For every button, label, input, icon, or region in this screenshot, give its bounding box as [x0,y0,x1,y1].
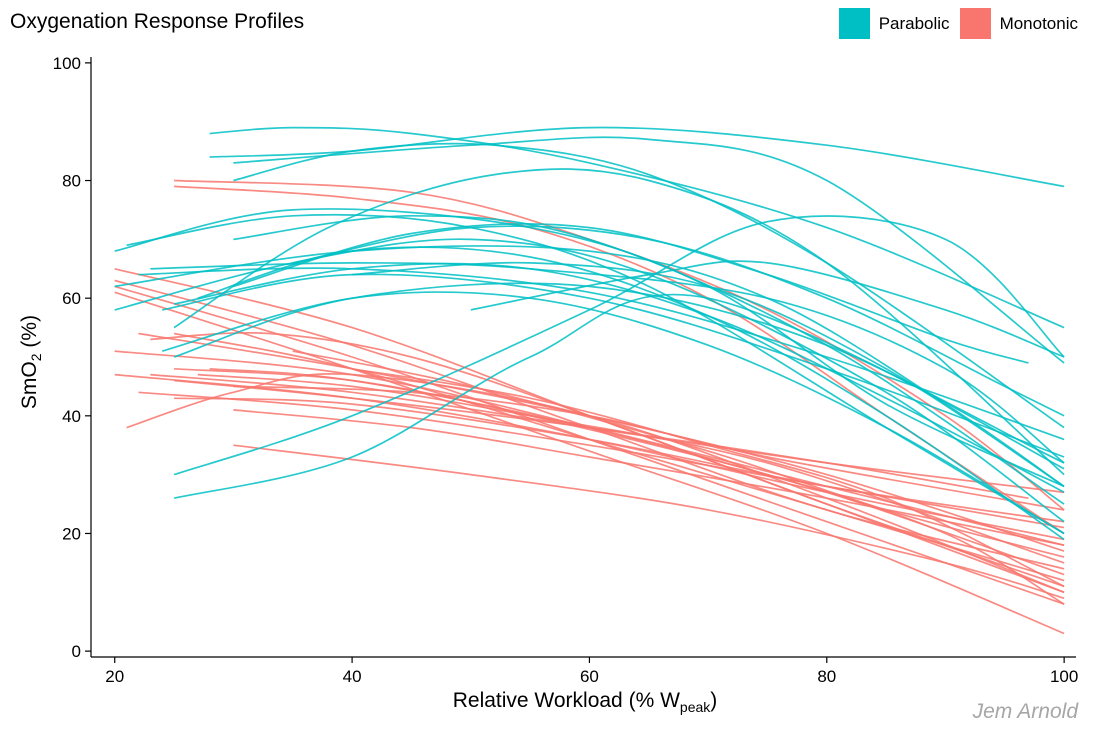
series-line-monotonic-47 [351,367,1065,588]
y-tick-label-20: 20 [62,524,81,543]
y-tick-label-80: 80 [62,172,81,191]
legend-swatch-monotonic [959,8,991,39]
legend-label-monotonic: Monotonic [999,13,1078,33]
series-line-parabolic-5 [173,168,1065,476]
x-tick-label-100: 100 [1050,667,1078,686]
x-tick-label-40: 40 [343,667,362,686]
legend: Parabolic Monotonic [829,8,1078,39]
series-line-parabolic-6 [173,215,1065,476]
series-line-parabolic-21 [233,214,1065,505]
series-line-monotonic-31 [114,350,1065,576]
y-tick-label-100: 100 [53,54,81,73]
y-tick-label-40: 40 [62,407,81,426]
x-tick-label-80: 80 [817,667,836,686]
series-line-parabolic-1 [209,126,1065,329]
x-axis-label: Relative Workload (% Wpeak) [0,689,1100,715]
series-line-monotonic-40 [150,331,1065,588]
series-line-parabolic-3 [233,136,1065,364]
x-axis-ticks: 20 40 60 80 100 [105,657,1078,686]
x-axis-label-subscript: peak [679,699,711,716]
series-line-monotonic-42 [233,385,1065,511]
y-axis-ticks: 0 20 40 60 80 100 [53,54,91,661]
x-tick-label-60: 60 [580,667,599,686]
x-tick-label-20: 20 [105,667,124,686]
y-axis-label-unit: (%) [17,314,41,354]
x-axis-label-close: ) [710,689,718,712]
series-line-parabolic-19 [233,223,1029,364]
legend-swatch-parabolic [838,8,870,39]
x-axis-label-main: Relative Workload (% W [452,689,680,712]
series-line-parabolic-23 [470,260,1065,358]
series-line-parabolic-18 [197,246,1065,541]
series-line-monotonic-45 [174,379,1029,500]
series-line-parabolic-22 [352,261,1065,488]
y-axis-label-subscript: 2 [28,353,45,362]
series-line-monotonic-37 [233,409,1065,547]
series-line-monotonic-38 [197,373,1065,564]
series-line-parabolic-14 [173,262,1065,494]
chart-title: Oxygenation Response Profiles [10,10,305,33]
y-axis-label-main: SmO [17,361,41,410]
legend-item-monotonic[interactable]: Monotonic [959,8,1078,39]
series-line-parabolic-2 [209,126,1065,188]
series-line-monotonic-43 [174,397,1065,523]
series-line-parabolic-20 [292,225,1065,417]
series-line-monotonic-44 [233,444,1065,600]
series-line-monotonic-29 [114,291,1065,635]
legend-label-parabolic: Parabolic [878,13,950,33]
y-axis-label: SmO2 (%) [18,315,44,409]
series-line-parabolic-17 [161,291,1065,535]
series-line-parabolic-9 [126,213,1065,535]
author-caption: Jem Arnold [972,700,1078,723]
series-line-parabolic-4 [233,142,1065,429]
y-tick-label-0: 0 [72,642,81,661]
series-lines [114,126,1065,635]
series-line-monotonic-41 [174,367,1065,605]
series-line-monotonic-46 [292,350,1065,558]
series-line-monotonic-34 [138,391,1065,529]
legend-item-parabolic[interactable]: Parabolic [838,8,950,39]
series-line-parabolic-11 [114,245,1065,488]
series-line-monotonic-27 [114,279,1065,570]
y-tick-label-60: 60 [62,289,81,308]
series-line-parabolic-10 [114,238,1065,523]
